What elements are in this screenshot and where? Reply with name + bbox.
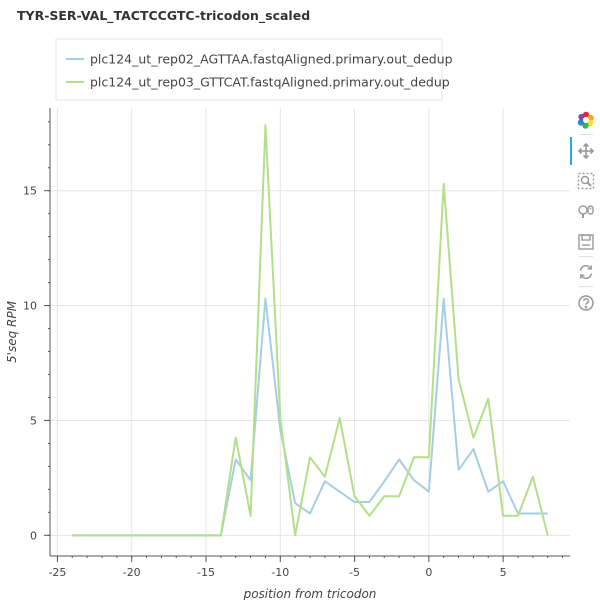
- y-tick-label: 0: [30, 529, 37, 542]
- save-icon[interactable]: [576, 232, 596, 252]
- bokeh-logo-icon[interactable]: [576, 110, 596, 130]
- x-tick-label: -15: [197, 566, 215, 579]
- y-tick-label: 10: [23, 300, 37, 313]
- x-axis-ticks: -25 -20 -15 -10 -5 0 5: [48, 556, 564, 579]
- x-tick-label: -5: [349, 566, 360, 579]
- chart-title: TYR-SER-VAL_TACTCCGTC-tricodon_scaled: [17, 8, 310, 24]
- x-tick-label: 5: [500, 566, 507, 579]
- chart-toolbar: [570, 108, 600, 318]
- y-tick-label: 15: [23, 185, 37, 198]
- active-tool-indicator: [570, 137, 572, 165]
- y-axis-ticks: 0 5 10 15: [23, 121, 50, 542]
- y-axis-label: 5'seq RPM: [5, 300, 19, 363]
- toolbar-separator: [579, 134, 593, 135]
- legend-entry-1: plc124_ut_rep02_AGTTAA.fastqAligned.prim…: [90, 52, 453, 67]
- x-tick-label: -25: [48, 566, 66, 579]
- y-tick-label: 5: [30, 414, 37, 427]
- series-layer: [72, 124, 549, 537]
- toolbar-separator: [579, 256, 593, 257]
- pan-icon[interactable]: [576, 141, 596, 161]
- toolbar-separator: [579, 286, 593, 287]
- legend-box: [55, 38, 443, 101]
- legend[interactable]: plc124_ut_rep02_AGTTAA.fastqAligned.prim…: [55, 38, 453, 101]
- x-tick-label: -20: [123, 566, 141, 579]
- reset-icon[interactable]: [576, 262, 596, 282]
- x-tick-label: -10: [271, 566, 289, 579]
- x-axis-label: position from tricodon: [243, 587, 377, 600]
- plot-area[interactable]: [50, 108, 570, 556]
- box-zoom-icon[interactable]: [576, 171, 596, 191]
- x-tick-label: 0: [425, 566, 432, 579]
- legend-entry-2: plc124_ut_rep03_GTTCAT.fastqAligned.prim…: [90, 75, 450, 90]
- series-line-2[interactable]: [72, 124, 549, 537]
- help-icon[interactable]: [576, 293, 596, 313]
- wheel-zoom-icon[interactable]: [576, 201, 596, 221]
